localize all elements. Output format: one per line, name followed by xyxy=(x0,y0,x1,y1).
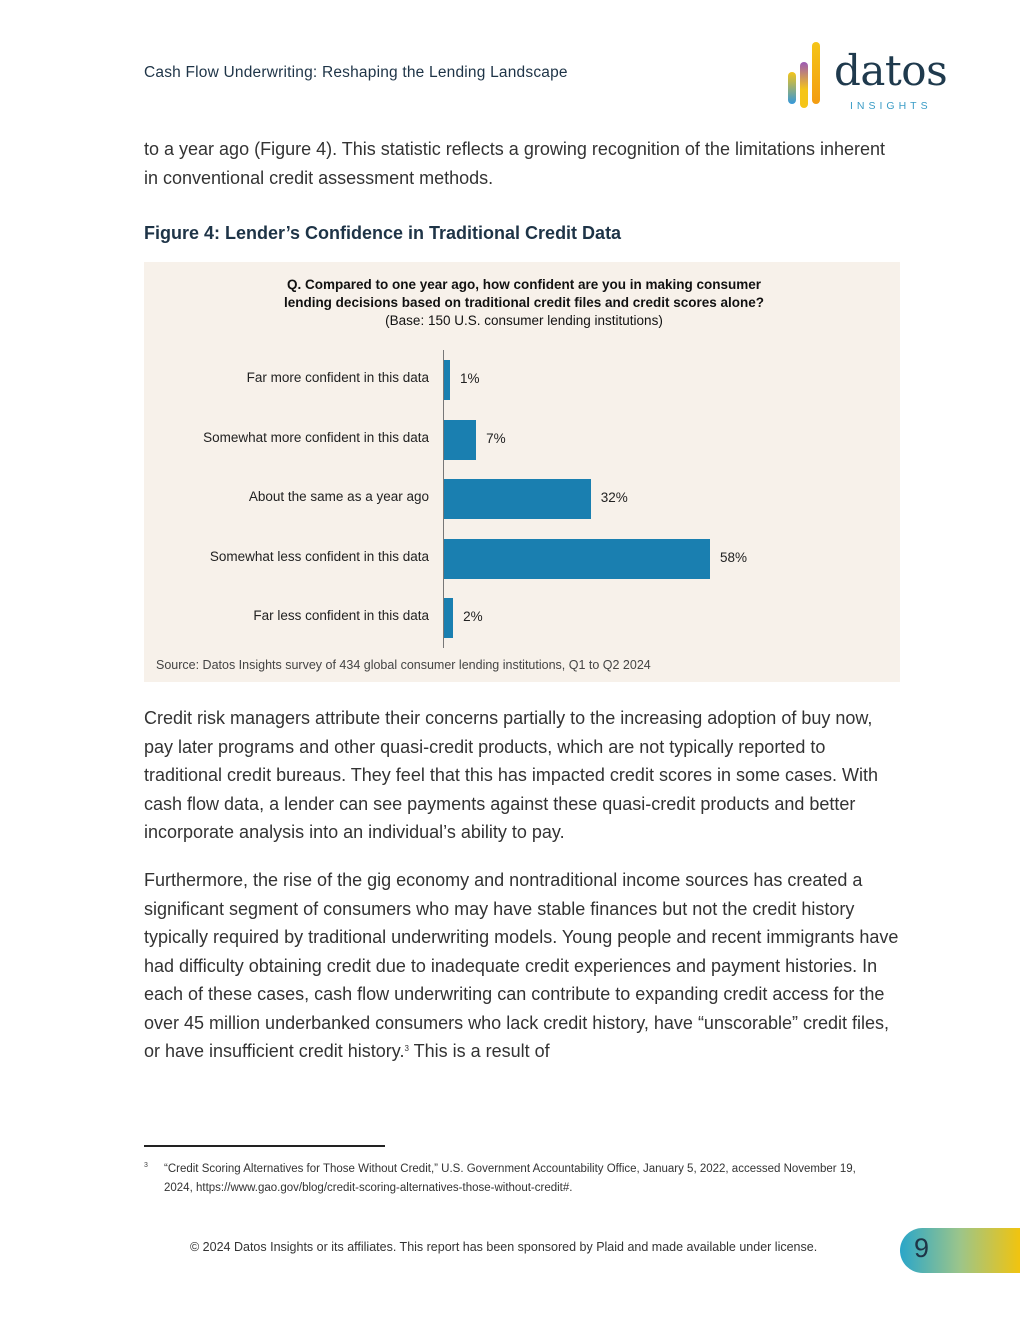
bar xyxy=(444,538,710,579)
paragraph-bnpl: Credit risk managers attribute their con… xyxy=(144,708,879,842)
datos-insights-logo: datos INSIGHTS xyxy=(786,40,948,114)
paragraph-intro: to a year ago (Figure 4). This statistic… xyxy=(144,139,886,188)
paragraph-tail: This is a result of xyxy=(408,1041,550,1061)
bar xyxy=(444,360,450,400)
bar xyxy=(444,598,454,638)
category-label: About the same as a year ago xyxy=(248,489,429,504)
category-label: Somewhat more confident in this data xyxy=(203,429,429,445)
category-label: Far less confident in this data xyxy=(253,608,429,623)
footnote-text: “Credit Scoring Alternatives for Those W… xyxy=(164,1163,856,1194)
logo-word: datos xyxy=(834,46,948,95)
copyright: © 2024 Datos Insights or its affiliates.… xyxy=(190,1240,818,1254)
value-label: 1% xyxy=(460,371,480,386)
page-number: 9 xyxy=(914,1233,930,1263)
page-number-badge: 9 xyxy=(900,1228,1020,1273)
footnote-ref[interactable]: 3 xyxy=(404,1044,409,1053)
logo-sub: INSIGHTS xyxy=(850,100,932,112)
paragraph-text: Furthermore, the rise of the gig economy… xyxy=(144,870,899,1061)
value-label: 32% xyxy=(600,490,628,505)
chart-subtitle: (Base: 150 U.S. consumer lending institu… xyxy=(385,313,663,328)
paragraph-gig-economy: Furthermore, the rise of the gig economy… xyxy=(144,866,904,1066)
figure-title: Figure 4: Lender’s Confidence in Traditi… xyxy=(144,223,622,243)
bar xyxy=(444,479,591,519)
chart-question: Q. Compared to one year ago, how confide… xyxy=(144,276,904,330)
chart-title-line1: Q. Compared to one year ago, how confide… xyxy=(286,277,762,292)
header-title: Cash Flow Underwriting: Reshaping the Le… xyxy=(144,64,568,81)
chart-axis xyxy=(443,350,444,648)
value-label: 2% xyxy=(463,609,483,624)
bar xyxy=(444,419,477,460)
category-label: Far more confident in this data xyxy=(246,370,429,385)
bar-chart: Q. Compared to one year ago, how confide… xyxy=(144,262,900,682)
value-label: 7% xyxy=(486,430,506,446)
chart-source: Source: Datos Insights survey of 434 glo… xyxy=(156,658,651,672)
category-label: Somewhat less confident in this data xyxy=(209,548,429,564)
chart-title-line2: lending decisions based on traditional c… xyxy=(283,295,765,310)
footnote-number: 3 xyxy=(144,1162,148,1169)
value-label: 58% xyxy=(720,549,748,565)
footnote-divider xyxy=(144,1145,385,1147)
